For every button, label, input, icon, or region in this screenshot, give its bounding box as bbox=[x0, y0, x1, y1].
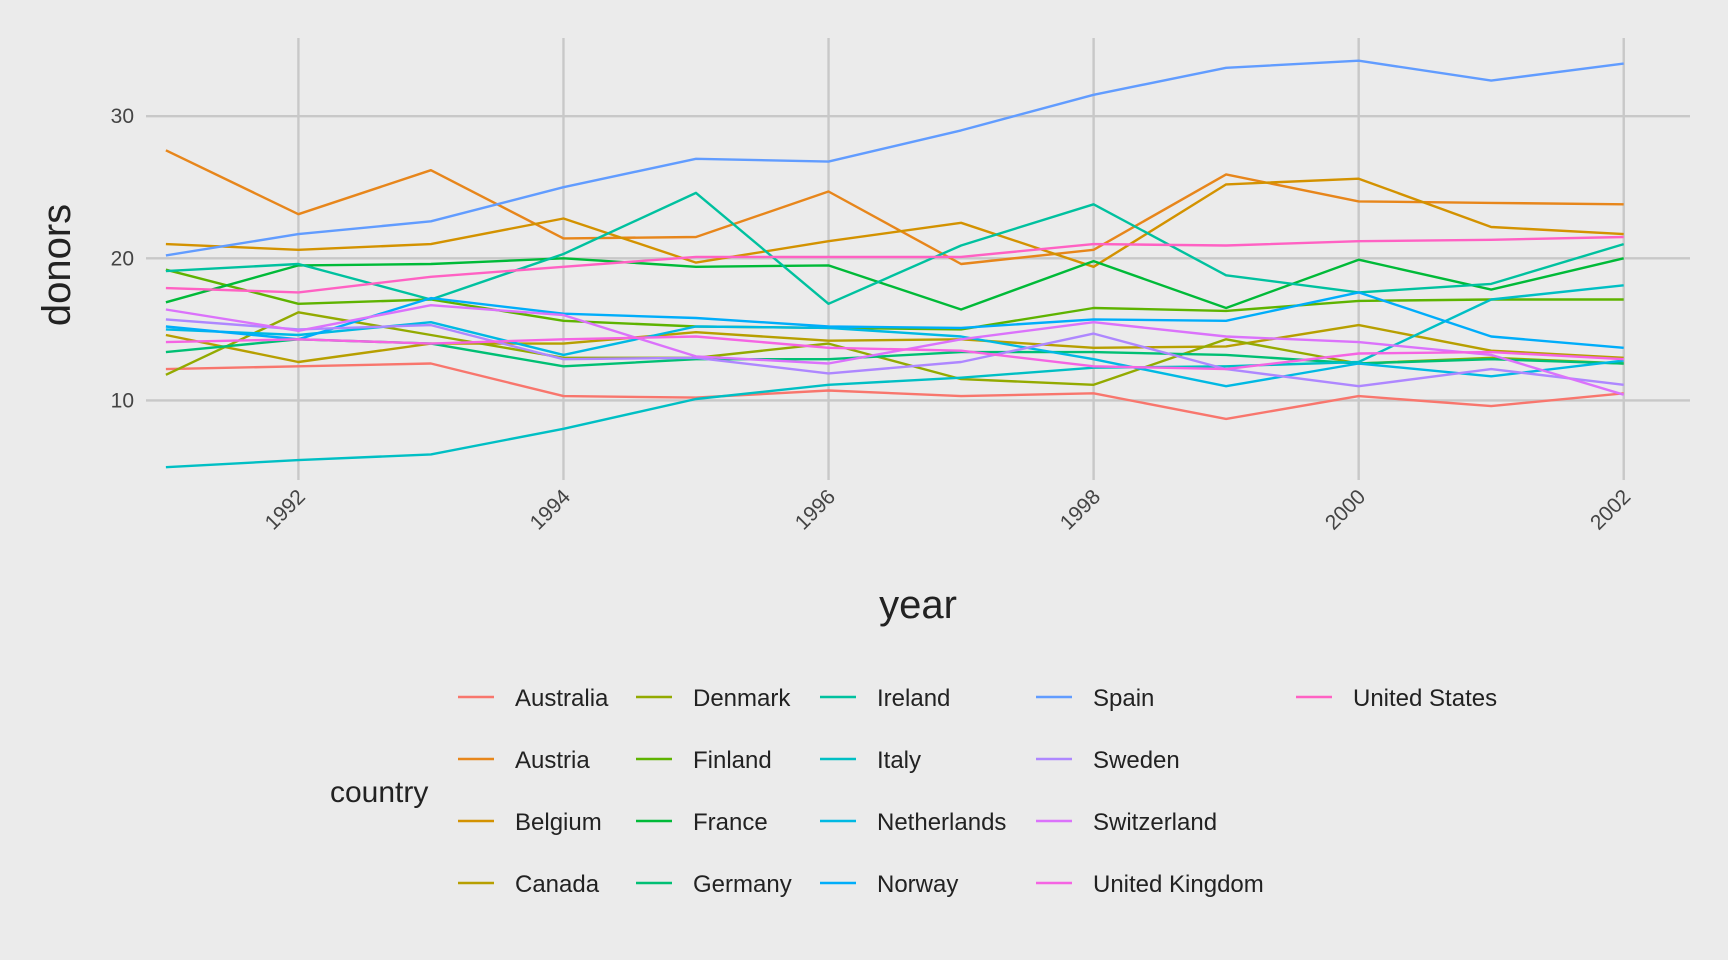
series-line-ireland bbox=[165, 191, 1625, 305]
series-line-australia bbox=[165, 362, 1624, 421]
legend-title: country bbox=[330, 776, 428, 809]
series-line-united-kingdom bbox=[165, 335, 1624, 371]
series-line-belgium bbox=[165, 177, 1624, 268]
series-line-canada bbox=[165, 323, 1624, 364]
legend: Australia Austria Belgium Canada Denmark Finl… bbox=[458, 685, 1497, 898]
series-line-spain bbox=[165, 59, 1624, 257]
legend-label-sweden: Sweden bbox=[1093, 747, 1180, 774]
legend-label-france: France bbox=[693, 809, 768, 836]
legend-label-austria: Austria bbox=[515, 747, 590, 774]
legend-label-netherlands: Netherlands bbox=[877, 809, 1006, 836]
legend-label-australia: Australia bbox=[515, 685, 609, 712]
series-line-united-states bbox=[165, 235, 1624, 294]
legend-label-italy: Italy bbox=[877, 747, 921, 774]
legend-label-united-states: United States bbox=[1353, 685, 1497, 712]
y-axis-title: donors bbox=[35, 204, 79, 326]
legend-label-denmark: Denmark bbox=[693, 685, 791, 712]
series-line-italy bbox=[165, 284, 1624, 469]
legend-label-canada: Canada bbox=[515, 871, 600, 898]
series-line-switzerland bbox=[165, 304, 1625, 396]
legend-label-belgium: Belgium bbox=[515, 809, 602, 836]
series-line-sweden bbox=[165, 318, 1624, 388]
x-axis-title: year bbox=[879, 583, 957, 627]
series-line-austria bbox=[165, 149, 1624, 266]
legend-label-ireland: Ireland bbox=[877, 685, 950, 712]
legend-label-united-kingdom: United Kingdom bbox=[1093, 871, 1264, 898]
series-line-netherlands bbox=[165, 321, 1624, 388]
series-line-france bbox=[165, 257, 1624, 311]
legend-label-norway: Norway bbox=[877, 871, 958, 898]
legend-label-switzerland: Switzerland bbox=[1093, 809, 1217, 836]
y-tick-label: 20 bbox=[111, 247, 134, 270]
legend-label-germany: Germany bbox=[693, 871, 792, 898]
legend-label-spain: Spain bbox=[1093, 685, 1154, 712]
y-tick-label: 30 bbox=[111, 105, 134, 128]
series-line-norway bbox=[165, 291, 1624, 349]
legend-label-finland: Finland bbox=[693, 747, 772, 774]
y-tick-label: 10 bbox=[111, 389, 134, 412]
series-lines bbox=[165, 59, 1625, 469]
